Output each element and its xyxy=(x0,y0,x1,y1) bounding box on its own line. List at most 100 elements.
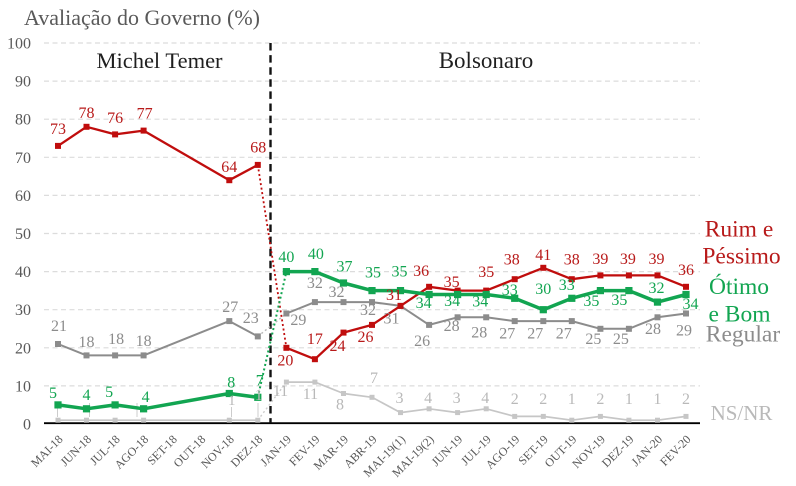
svg-text:77: 77 xyxy=(137,106,153,123)
svg-text:11: 11 xyxy=(303,386,318,403)
svg-text:4: 4 xyxy=(481,390,489,407)
svg-text:25: 25 xyxy=(585,331,601,348)
svg-text:26: 26 xyxy=(358,329,374,346)
svg-text:35: 35 xyxy=(611,292,627,309)
svg-text:35: 35 xyxy=(392,264,408,281)
svg-text:5: 5 xyxy=(105,384,113,401)
svg-text:35: 35 xyxy=(583,293,599,310)
svg-text:33: 33 xyxy=(502,282,518,299)
svg-text:38: 38 xyxy=(564,252,580,269)
svg-text:10: 10 xyxy=(15,378,31,395)
svg-text:17: 17 xyxy=(307,331,323,348)
svg-text:NS/NR: NS/NR xyxy=(711,401,773,425)
svg-text:1: 1 xyxy=(654,391,662,408)
svg-text:Avaliação do Governo (%): Avaliação do Governo (%) xyxy=(24,5,260,30)
svg-text:36: 36 xyxy=(413,263,429,280)
svg-text:3: 3 xyxy=(453,390,461,407)
svg-text:11: 11 xyxy=(273,383,288,400)
svg-text:30: 30 xyxy=(535,281,551,298)
svg-text:38: 38 xyxy=(504,252,520,269)
svg-text:Péssimo: Péssimo xyxy=(702,244,780,270)
svg-text:34: 34 xyxy=(472,294,488,311)
svg-text:35: 35 xyxy=(444,274,460,291)
svg-text:35: 35 xyxy=(478,264,494,281)
svg-text:28: 28 xyxy=(444,318,460,335)
svg-text:36: 36 xyxy=(678,262,694,279)
svg-text:90: 90 xyxy=(15,74,31,91)
svg-text:34: 34 xyxy=(683,296,699,313)
svg-text:31: 31 xyxy=(384,310,400,327)
svg-text:34: 34 xyxy=(416,295,432,312)
svg-text:25: 25 xyxy=(613,331,629,348)
svg-text:8: 8 xyxy=(227,375,235,392)
svg-text:27: 27 xyxy=(527,326,543,343)
svg-text:20: 20 xyxy=(15,340,31,357)
svg-text:32: 32 xyxy=(649,280,665,297)
svg-text:73: 73 xyxy=(50,121,66,138)
svg-text:18: 18 xyxy=(108,331,124,348)
svg-text:100: 100 xyxy=(7,36,31,53)
svg-text:0: 0 xyxy=(23,417,31,434)
svg-text:5: 5 xyxy=(49,385,57,402)
svg-text:1: 1 xyxy=(255,387,263,404)
svg-text:39: 39 xyxy=(592,251,608,268)
svg-text:18: 18 xyxy=(136,333,152,350)
svg-text:Regular: Regular xyxy=(706,322,781,348)
svg-text:32: 32 xyxy=(329,284,345,301)
svg-text:64: 64 xyxy=(221,159,237,176)
svg-text:27: 27 xyxy=(499,326,515,343)
svg-text:7: 7 xyxy=(370,370,378,387)
svg-text:24: 24 xyxy=(330,338,346,355)
svg-text:29: 29 xyxy=(676,323,692,340)
svg-text:2: 2 xyxy=(511,391,519,408)
svg-text:29: 29 xyxy=(290,312,306,329)
svg-text:34: 34 xyxy=(444,293,460,310)
svg-text:3: 3 xyxy=(396,390,404,407)
svg-text:39: 39 xyxy=(620,251,636,268)
svg-text:7: 7 xyxy=(256,372,264,389)
svg-text:30: 30 xyxy=(15,302,31,319)
svg-text:40: 40 xyxy=(15,264,31,281)
svg-text:70: 70 xyxy=(15,150,31,167)
svg-text:32: 32 xyxy=(360,302,376,319)
svg-text:50: 50 xyxy=(15,226,31,243)
svg-text:23: 23 xyxy=(243,310,259,327)
svg-text:28: 28 xyxy=(645,321,661,338)
svg-text:35: 35 xyxy=(365,265,381,282)
svg-text:76: 76 xyxy=(107,110,123,127)
svg-text:27: 27 xyxy=(556,326,572,343)
svg-text:Bolsonaro: Bolsonaro xyxy=(439,48,534,73)
svg-text:4: 4 xyxy=(424,390,432,407)
svg-text:18: 18 xyxy=(79,334,95,351)
svg-text:2: 2 xyxy=(596,391,604,408)
svg-text:Michel Temer: Michel Temer xyxy=(96,48,223,73)
svg-text:1: 1 xyxy=(228,393,236,409)
svg-text:Ruim e: Ruim e xyxy=(705,217,774,243)
svg-text:27: 27 xyxy=(222,299,238,316)
svg-text:37: 37 xyxy=(337,259,353,276)
svg-text:4: 4 xyxy=(83,387,91,404)
svg-text:Ótimo: Ótimo xyxy=(709,273,769,300)
svg-text:21: 21 xyxy=(51,318,67,335)
svg-text:1: 1 xyxy=(568,391,576,408)
svg-text:26: 26 xyxy=(414,333,430,350)
svg-text:41: 41 xyxy=(535,247,551,264)
svg-text:31: 31 xyxy=(386,287,402,304)
svg-text:1: 1 xyxy=(625,391,633,408)
svg-text:33: 33 xyxy=(559,277,575,294)
svg-text:80: 80 xyxy=(15,112,31,129)
svg-text:e Bom: e Bom xyxy=(708,302,770,328)
svg-text:32: 32 xyxy=(307,275,323,292)
svg-text:28: 28 xyxy=(471,324,487,341)
svg-text:68: 68 xyxy=(250,139,266,156)
svg-text:2: 2 xyxy=(682,391,690,408)
svg-text:8: 8 xyxy=(336,397,344,414)
svg-text:40: 40 xyxy=(308,246,324,263)
svg-text:40: 40 xyxy=(278,249,294,266)
svg-text:60: 60 xyxy=(15,188,31,205)
svg-text:4: 4 xyxy=(142,389,150,406)
svg-text:78: 78 xyxy=(79,105,95,122)
svg-text:2: 2 xyxy=(539,391,547,408)
svg-text:20: 20 xyxy=(277,352,293,369)
svg-text:39: 39 xyxy=(649,251,665,268)
